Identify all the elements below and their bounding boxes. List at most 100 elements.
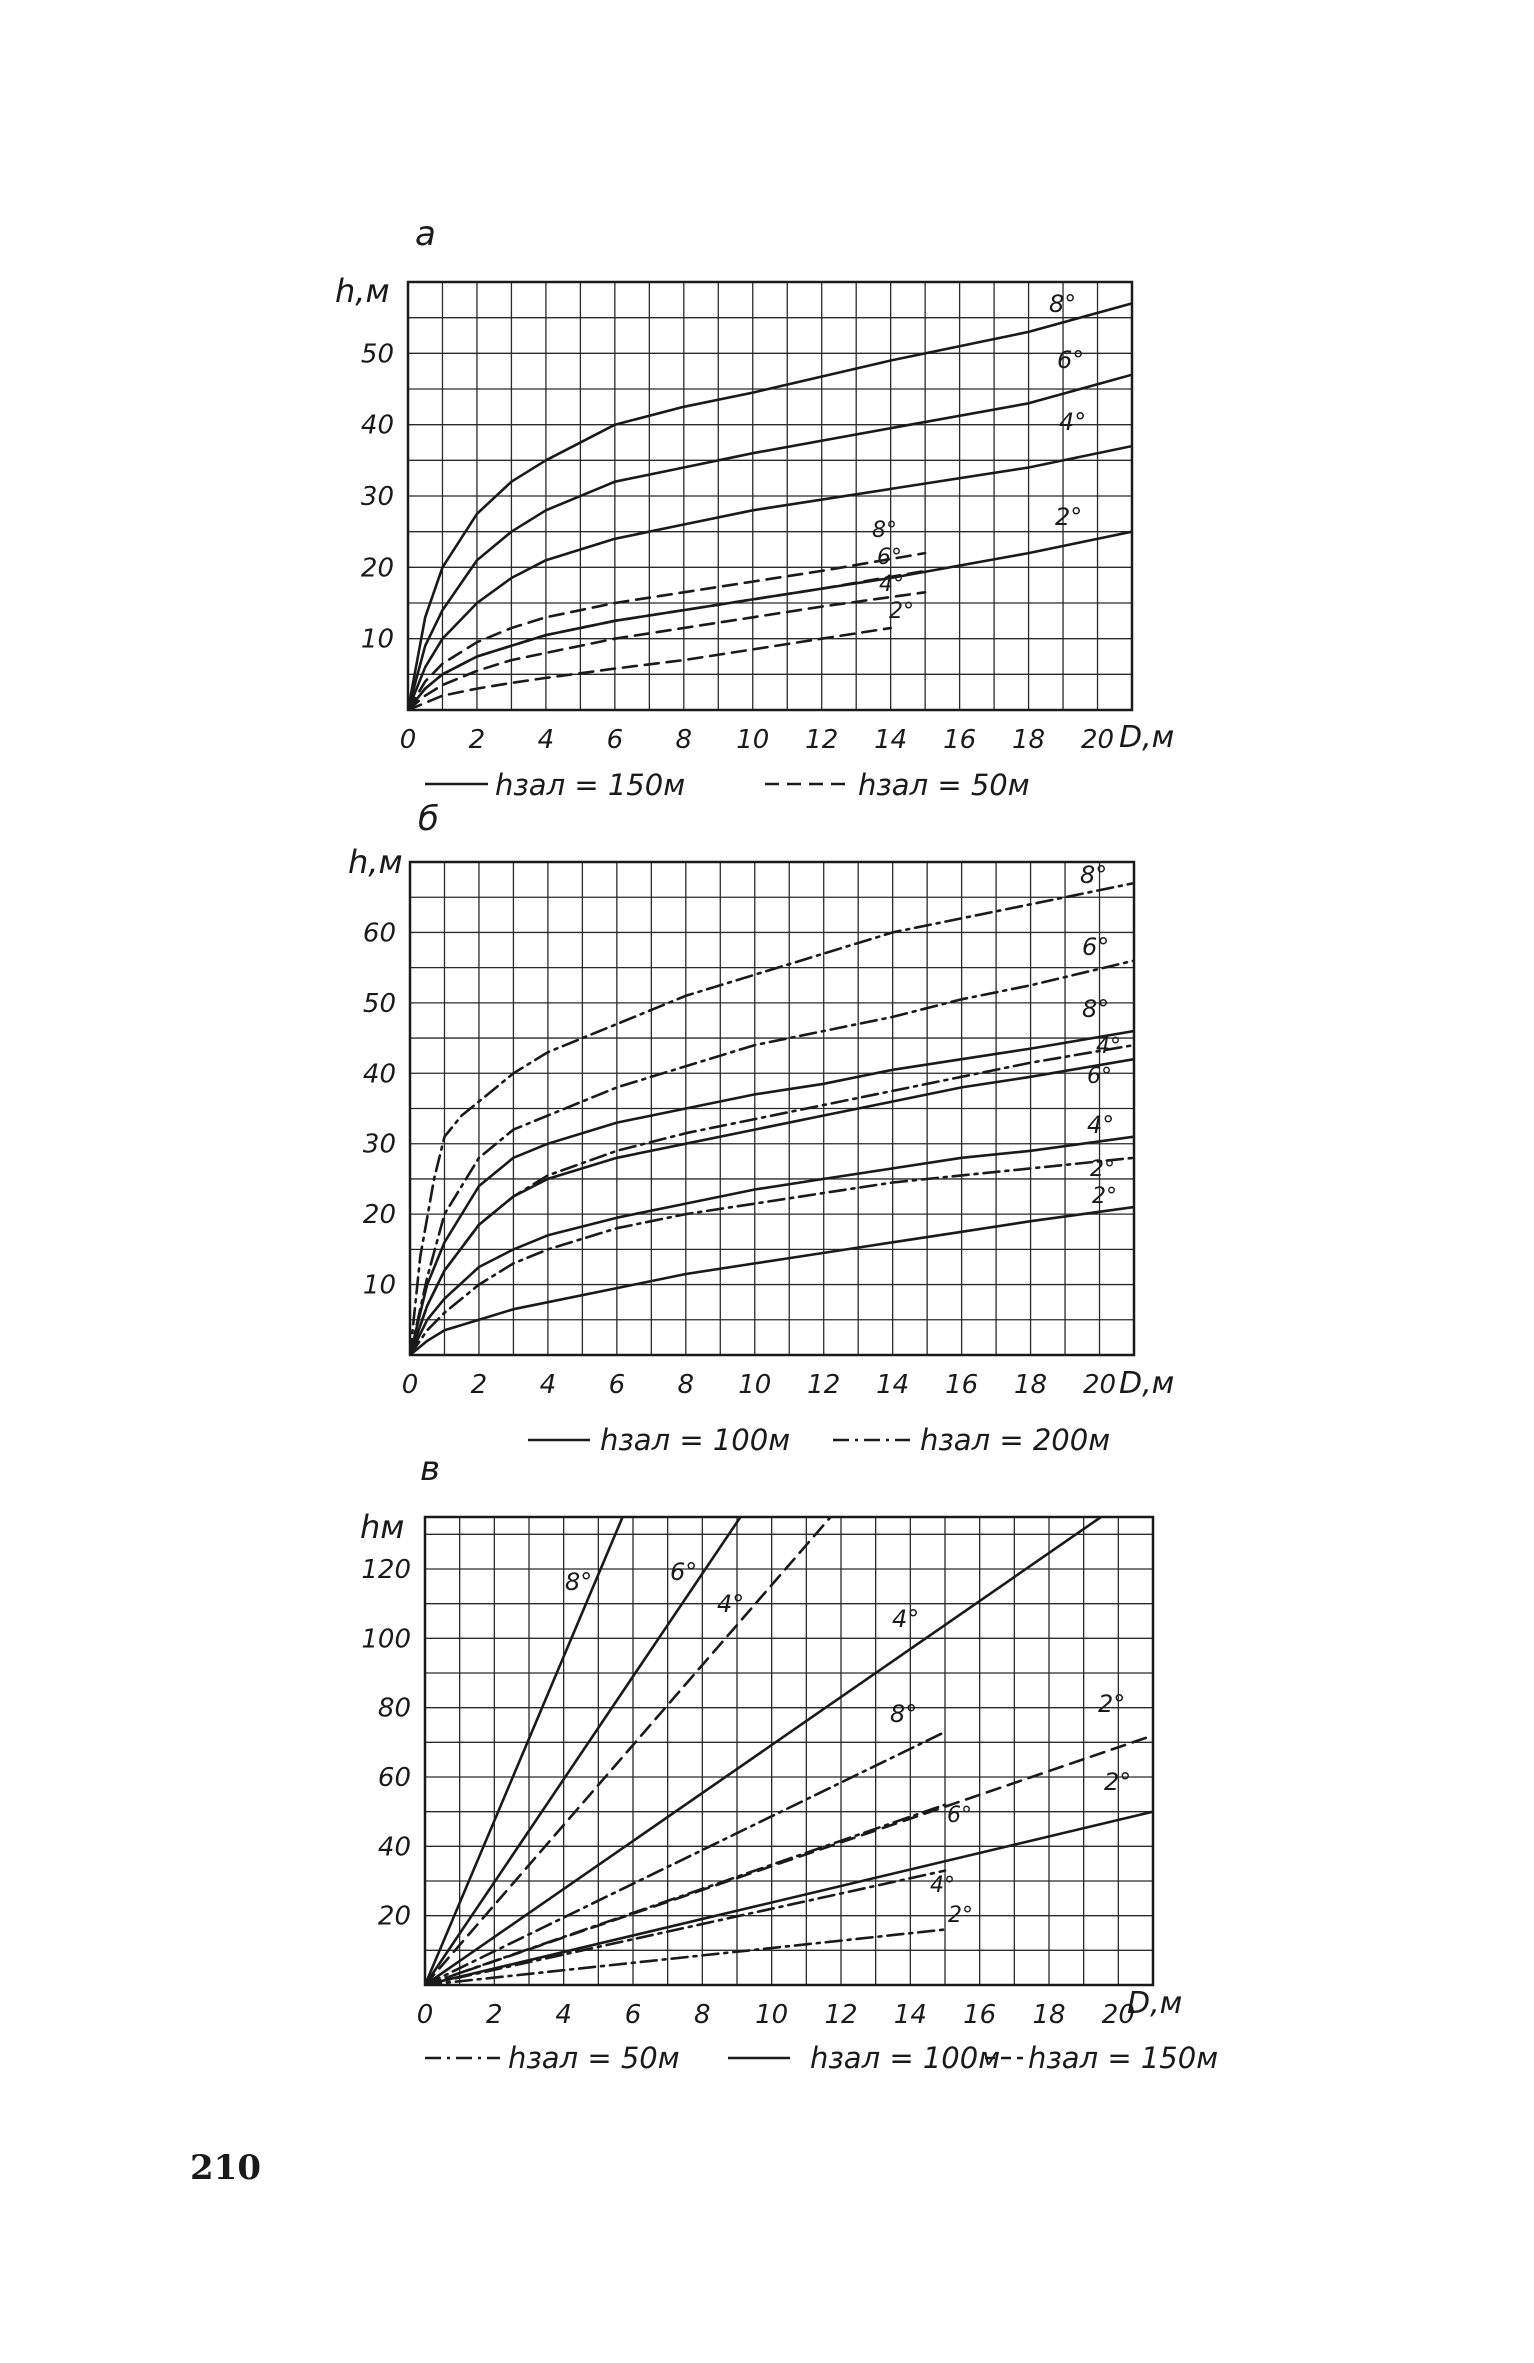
series-label: 6° xyxy=(1057,346,1084,374)
series-label: 4° xyxy=(879,572,904,597)
series-line xyxy=(410,959,1134,1355)
y-tick-label: 20 xyxy=(361,553,394,583)
series-label: 2° xyxy=(1098,1690,1125,1718)
x-tick-label: 20 xyxy=(1081,725,1114,755)
y-tick-label: 40 xyxy=(363,1059,396,1089)
x-axis-label: D,м xyxy=(1119,720,1174,755)
chart-panel-c: в hм 0 2 4 6 8 10 12 14 16 18 20 20 40 60 80 100 120 D,… xyxy=(360,1449,1218,2075)
series-label: 4° xyxy=(717,1590,744,1618)
panel-letter: в xyxy=(420,1449,440,1489)
y-tick-label: 30 xyxy=(361,482,394,512)
y-axis-label: h,м xyxy=(348,843,403,881)
series-line xyxy=(408,444,1132,710)
x-tick-label: 6 xyxy=(609,1370,626,1400)
series-label: 8° xyxy=(1080,861,1107,889)
x-tick-label: 8 xyxy=(678,1370,695,1400)
x-tick-label: 20 xyxy=(1083,1370,1116,1400)
series-label: 4° xyxy=(930,1873,955,1898)
x-tick-label: 12 xyxy=(805,725,838,755)
series-line xyxy=(425,1517,1103,1985)
x-tick-label: 16 xyxy=(945,1370,978,1400)
legend-label: hзал = 150м xyxy=(495,768,685,802)
panel-letter: а xyxy=(415,214,436,254)
legend-label: hзал = 100м xyxy=(600,1423,790,1457)
y-tick-label: 10 xyxy=(363,1271,396,1301)
series-group xyxy=(408,302,1132,710)
x-tick-label: 12 xyxy=(807,1370,840,1400)
series-line xyxy=(410,881,1134,1355)
y-tick-label: 30 xyxy=(363,1130,396,1160)
series-label: 4° xyxy=(1096,1034,1121,1059)
series-line xyxy=(425,1803,947,1985)
chart-panel-b: б h,м 0 2 4 6 8 10 12 14 16 18 20 10 20 30 40 50 60 D,м… xyxy=(348,799,1174,1457)
page-number: 210 xyxy=(190,2148,261,2188)
series-line xyxy=(410,1156,1134,1355)
series-line xyxy=(410,1057,1134,1355)
x-tick-labels: 0 2 4 6 8 10 12 14 16 18 20 xyxy=(402,1370,1116,1400)
plot-frame xyxy=(423,1515,1155,1987)
series-line xyxy=(408,551,927,710)
series-label: 2° xyxy=(1104,1768,1131,1796)
y-tick-labels: 20 40 60 80 100 120 xyxy=(361,1555,411,1932)
series-line xyxy=(425,1517,742,1985)
y-tick-label: 60 xyxy=(363,918,396,948)
x-tick-label: 10 xyxy=(755,2000,788,2030)
x-tick-label: 6 xyxy=(625,2000,642,2030)
y-tick-labels: 10 20 30 40 50 60 xyxy=(363,918,396,1300)
x-tick-label: 10 xyxy=(736,725,769,755)
series-label: 2° xyxy=(948,1903,973,1928)
legend-label: hзал = 100м xyxy=(810,2041,1000,2075)
series-label: 2° xyxy=(1092,1184,1117,1209)
series-label: 4° xyxy=(1059,408,1086,436)
x-tick-label: 12 xyxy=(824,2000,857,2030)
series-line xyxy=(425,1730,947,1985)
series-line xyxy=(408,373,1132,710)
x-tick-label: 2 xyxy=(471,1370,488,1400)
x-tick-labels: 0 2 4 6 8 10 12 14 16 18 20 xyxy=(417,2000,1135,2030)
series-label: 6° xyxy=(1087,1064,1112,1089)
chart-panel-a: а h,м 0 2 4 6 8 10 12 14 16 18 20 10 20 30 40 50 D,м 8… xyxy=(335,214,1174,802)
x-tick-label: 16 xyxy=(943,725,976,755)
y-tick-label: 60 xyxy=(378,1763,411,1793)
y-tick-label: 20 xyxy=(378,1902,411,1932)
series-line xyxy=(425,1928,947,1985)
x-tick-label: 0 xyxy=(402,1370,419,1400)
series-label: 4° xyxy=(1087,1111,1114,1139)
x-axis-label: D,м xyxy=(1119,1366,1174,1401)
series-line xyxy=(408,626,892,710)
series-label: 8° xyxy=(890,1700,917,1728)
series-line xyxy=(410,1135,1134,1355)
series-line xyxy=(425,1810,1153,1985)
series-label: 6° xyxy=(670,1558,697,1586)
series-line xyxy=(425,1517,832,1985)
x-tick-label: 18 xyxy=(1012,725,1045,755)
series-group xyxy=(425,1517,1153,1985)
series-line xyxy=(408,591,927,710)
series-line xyxy=(408,569,927,710)
series-label: 8° xyxy=(1049,290,1076,318)
legend: hзал = 150м hзал = 50м xyxy=(425,768,1030,802)
legend-label: hзал = 150м xyxy=(1028,2041,1218,2075)
x-tick-label: 6 xyxy=(607,725,624,755)
x-tick-labels: 0 2 4 6 8 10 12 14 16 18 20 xyxy=(400,725,1114,755)
series-line xyxy=(410,1029,1134,1355)
y-tick-label: 40 xyxy=(378,1832,411,1862)
legend-label: hзал = 50м xyxy=(858,768,1030,802)
series-label: 6° xyxy=(1082,933,1109,961)
x-tick-label: 14 xyxy=(876,1370,909,1400)
legend: hзал = 50м hзал = 100м hзал = 150м xyxy=(425,2041,1218,2075)
series-line xyxy=(425,1517,624,1985)
x-axis-label: D,м xyxy=(1127,1986,1182,2021)
series-label: 2° xyxy=(889,599,914,624)
x-tick-label: 8 xyxy=(694,2000,711,2030)
series-label: 8° xyxy=(1082,995,1109,1023)
y-axis-label: hм xyxy=(360,1508,404,1546)
x-tick-label: 20 xyxy=(1102,2000,1135,2030)
y-axis-label: h,м xyxy=(335,272,390,310)
y-tick-label: 100 xyxy=(361,1624,411,1654)
x-tick-label: 4 xyxy=(538,725,555,755)
x-tick-label: 2 xyxy=(469,725,486,755)
x-tick-label: 2 xyxy=(486,2000,503,2030)
x-tick-label: 0 xyxy=(400,725,417,755)
y-tick-label: 50 xyxy=(363,989,396,1019)
